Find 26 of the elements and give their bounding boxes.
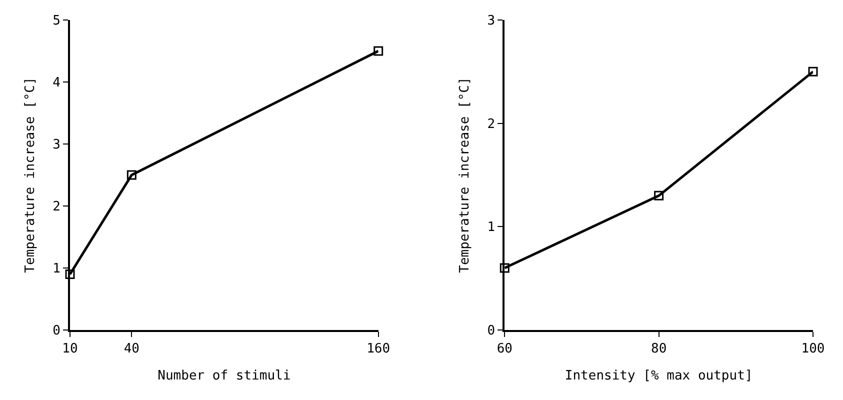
x-tick-label: 80	[650, 342, 667, 357]
point	[65, 269, 75, 279]
y-tick-label: 3	[52, 138, 60, 153]
y-tick-label: 1	[487, 220, 496, 236]
point	[374, 46, 384, 56]
y-tick-label: 2	[487, 116, 496, 132]
y-tick-label: 1	[52, 262, 60, 277]
y-axis-title: Temperature increase [°C]	[23, 77, 38, 273]
point	[500, 263, 510, 273]
y-tick-label: 2	[52, 200, 60, 215]
point	[126, 170, 136, 180]
point	[654, 190, 664, 200]
x-tick-label: 40	[124, 342, 140, 357]
x-axis-title: Intensity [% max output]	[564, 368, 753, 384]
x-tick-label: 60	[496, 342, 512, 357]
x-tick-label: 10	[62, 342, 78, 357]
y-tick-label: 4	[52, 76, 61, 91]
y-tick-label: 3	[487, 14, 496, 29]
x-tick-label: 160	[366, 342, 390, 357]
y-tick-label: 0	[52, 324, 60, 339]
x-axis-title: Number of stimuli	[158, 368, 291, 384]
point	[808, 66, 818, 76]
y-tick-label: 5	[52, 14, 60, 29]
y-axis-title: Temperature increase [°C]	[458, 77, 473, 273]
y-tick-label: 0	[487, 324, 496, 339]
x-tick-label: 100	[801, 342, 825, 357]
